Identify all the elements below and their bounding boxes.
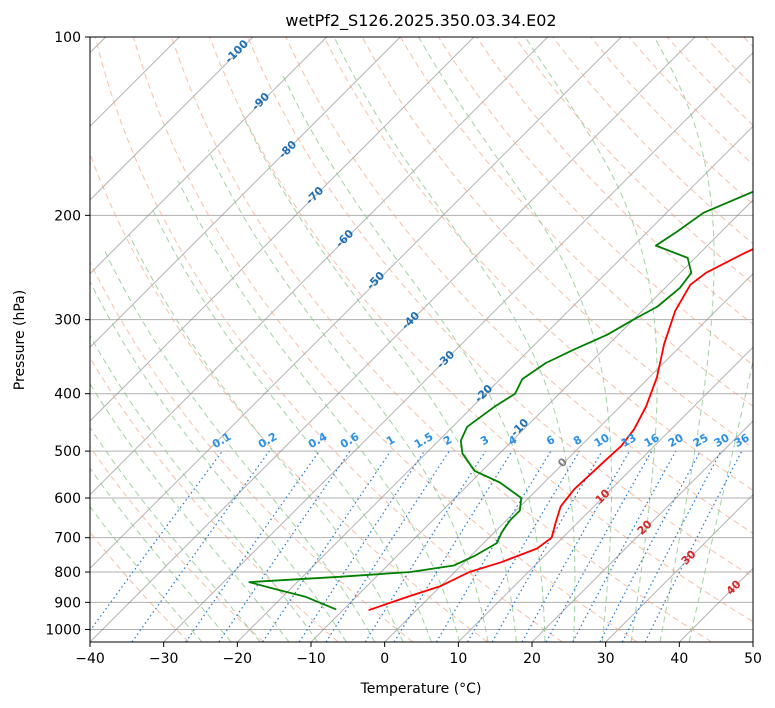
plot-background [90, 37, 753, 642]
mixing-ratio-line [298, 450, 425, 642]
isotherm-line [384, 272, 753, 642]
y-axis: 100 200 300 400 500 600 700 800 900 1000 [45, 30, 90, 638]
isotherm-line [90, 37, 622, 570]
moist-adiabat-line [90, 505, 203, 642]
x-tick-label: −20 [223, 651, 253, 667]
y-tick-label: 600 [54, 491, 81, 507]
mixing-ratio-line [393, 450, 513, 642]
dry-adiabat-line [209, 37, 753, 623]
y-tick-label: 900 [54, 595, 81, 611]
y-axis-label: Pressure (hPa) [12, 290, 28, 390]
x-axis: −40 −30 −20 −10 0 10 20 30 40 50 [75, 642, 762, 667]
isotherm-line [457, 346, 753, 642]
mixing-ratio-line [599, 450, 702, 642]
dry-adiabat-line [90, 446, 264, 642]
x-tick-label: −40 [75, 651, 105, 667]
y-tick-label: 100 [54, 30, 81, 46]
moist-adiabat-line [333, 37, 576, 642]
y-tick-label: 400 [54, 387, 81, 403]
moist-adiabat-line [90, 280, 347, 642]
x-tick-label: −10 [296, 651, 326, 667]
moist-adiabat-line [90, 334, 319, 642]
isotherm-line [90, 37, 549, 496]
chart-title: wetPf2_S126.2025.350.03.34.E02 [285, 11, 556, 31]
y-tick-label: 500 [54, 444, 81, 460]
y-tick-label: 300 [54, 313, 81, 329]
y-tick-label: 800 [54, 565, 81, 581]
mixing-ratio-line [262, 450, 392, 642]
isotherm-line [531, 420, 753, 642]
isotherm-line [236, 125, 753, 642]
x-axis-label: Temperature (°C) [360, 681, 482, 697]
x-tick-label: 40 [670, 651, 688, 667]
dry-adiabat-line [90, 260, 414, 642]
isotherm-line [605, 493, 753, 642]
moist-adiabat-line [104, 251, 376, 642]
moist-adiabat-line [177, 180, 461, 642]
dry-adiabat-line [514, 37, 753, 285]
moist-adiabat-line [653, 37, 715, 642]
isotherm-line [90, 37, 401, 349]
y-tick-label: 1000 [45, 622, 81, 638]
dry-adiabat-line [171, 37, 712, 642]
mixing-ratio-line [572, 450, 677, 642]
moist-adiabat-line [90, 426, 261, 642]
mixing-ratio-line [185, 450, 320, 642]
y-tick-label: 700 [54, 531, 81, 547]
temperature-profile-line [368, 248, 753, 612]
dry-adiabat-line [94, 37, 563, 642]
plot-frame [89, 36, 754, 643]
y-tick-label: 200 [54, 208, 81, 224]
isotherm-line [163, 51, 753, 642]
plot-lines [248, 190, 753, 612]
isotherm-line [90, 37, 328, 275]
moist-adiabat-line [207, 149, 489, 642]
dry-adiabat-line [476, 37, 753, 325]
moist-adiabat-line [151, 208, 432, 642]
x-tick-label: 0 [380, 651, 389, 667]
moist-adiabat-line [688, 358, 753, 642]
x-tick-label: 20 [523, 651, 541, 667]
x-tick-label: 10 [449, 651, 467, 667]
mixing-ratio-line [466, 450, 580, 642]
mixing-ratio-line [364, 450, 486, 642]
isotherm-line [90, 37, 254, 201]
dry-adiabat-line [285, 37, 753, 535]
moist-adiabat-line [90, 467, 232, 642]
isotherm-line [90, 37, 475, 422]
isotherm-line [90, 37, 696, 642]
x-tick-label: 30 [597, 651, 615, 667]
moist-adiabat-line [241, 113, 517, 642]
dewpoint-profile-line [248, 190, 753, 611]
moist-adiabat-line [418, 37, 613, 642]
x-tick-label: −30 [149, 651, 179, 667]
mixing-ratio-line [218, 450, 351, 642]
x-tick-label: 50 [744, 651, 762, 667]
moist-adiabat-line [524, 37, 658, 642]
mixing-ratio-line [325, 450, 450, 642]
dry-adiabat-line [323, 37, 753, 491]
moist-adiabat-line [90, 382, 290, 642]
mixing-ratio-line [435, 450, 552, 642]
dry-adiabat-line [247, 37, 753, 578]
